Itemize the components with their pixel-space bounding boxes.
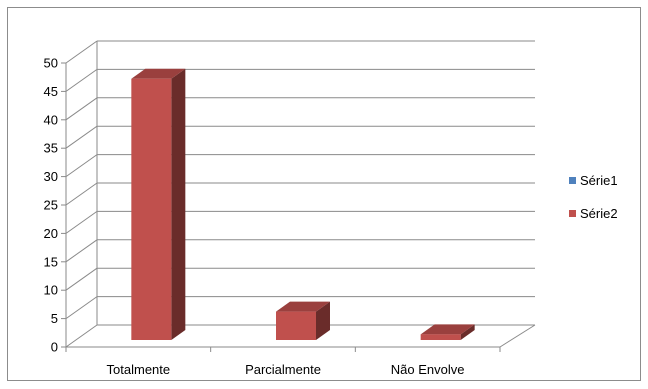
gridline-side (65, 154, 98, 178)
bar (420, 324, 475, 340)
y-tick-label: 5 (51, 311, 58, 326)
bar (276, 301, 330, 340)
bar-front (131, 78, 172, 340)
floor-right-edge (499, 324, 536, 348)
gridline-side (65, 68, 98, 92)
y-tick-label: 30 (44, 169, 58, 184)
bar-side (171, 68, 186, 340)
x-axis: Totalmente Parcialmente Não Envolve (65, 347, 501, 377)
bar-top (131, 68, 186, 79)
y-tick-label: 50 (44, 56, 58, 71)
y-axis: 0 5 10 15 20 25 30 35 40 45 50 (44, 56, 66, 355)
bar-top (420, 324, 475, 335)
x-tick-label: Não Envolve (391, 362, 465, 377)
bar-front (420, 334, 461, 340)
legend-label: Série1 (580, 173, 618, 188)
x-tick-label: Totalmente (107, 362, 171, 377)
y-tick-label: 25 (44, 198, 58, 213)
y-tick-label: 0 (51, 340, 58, 355)
legend-swatch (569, 210, 576, 217)
gridline-side (65, 210, 98, 234)
x-tick-label: Parcialmente (245, 362, 321, 377)
gridline-side (65, 97, 98, 121)
legend: Série1 Série2 (569, 173, 618, 221)
gridline-side (65, 324, 98, 348)
bar (131, 68, 186, 340)
gridline-side (65, 125, 98, 149)
y-tick-label: 20 (44, 226, 58, 241)
bar-front (276, 311, 316, 340)
y-tick-label: 35 (44, 141, 58, 156)
bar-side (460, 324, 475, 340)
y-tick-label: 40 (44, 112, 58, 127)
gridline-side (65, 239, 98, 263)
y-tick-label: 15 (44, 254, 58, 269)
gridline-side (65, 267, 98, 291)
y-tick-label: 45 (44, 84, 58, 99)
legend-swatch (569, 177, 576, 184)
gridline-side (65, 40, 98, 64)
gridline-side (65, 296, 98, 320)
bars (131, 68, 475, 340)
legend-label: Série2 (580, 206, 618, 221)
bar-top (276, 301, 330, 312)
bar-side (316, 301, 330, 340)
gridline-side (65, 182, 98, 206)
y-tick-label: 10 (44, 283, 58, 298)
